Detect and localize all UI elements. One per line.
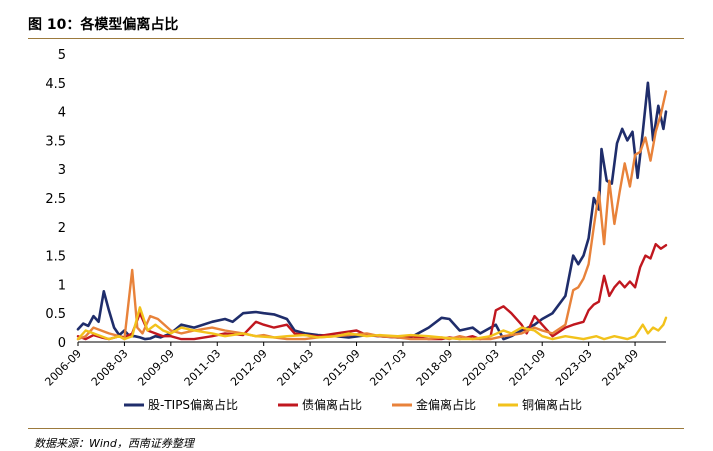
x-tick-label: 2011-03 [182,347,224,389]
x-tick-label: 2014-03 [275,347,317,389]
x-tick-label: 2006-09 [42,347,84,389]
y-tick-label: 4.5 [45,77,66,92]
y-tick-label: 1 [58,278,66,293]
x-tick-label: 2021-09 [507,347,549,389]
y-tick-label: 3.5 [45,134,66,149]
x-tick-label: 2008-03 [89,347,131,389]
y-tick-label: 2.5 [45,192,66,207]
y-tick-label: 2 [58,221,66,236]
x-tick-label: 2018-09 [414,347,456,389]
y-axis-ticks: 0 0.5 1 1.5 2 2.5 3 3.5 4 4.5 5 [45,48,66,351]
series-line-0 [76,81,668,341]
legend-label: 股-TIPS偏离占比 [148,397,238,412]
y-tick-label: 1.5 [45,250,66,265]
x-tick-label: 2017-03 [367,347,409,389]
top-rule [28,38,684,39]
bottom-rule [28,428,684,429]
x-axis: 2006-09 2008-03 2009-09 2011-03 2012-09 2014-… [42,341,666,389]
y-tick-label: 0 [58,336,66,351]
x-tick-label: 2020-03 [460,347,502,389]
y-tick-label: 4 [58,106,66,121]
series-line-2 [76,90,668,341]
x-tick-label: 2009-09 [135,347,177,389]
legend-label: 债偏离占比 [302,397,362,412]
y-tick-label: 0.5 [45,307,66,322]
figure-title: 图 10：各模型偏离占比 [28,17,179,33]
y-tick-label: 5 [58,48,66,63]
x-tick-label: 2015-09 [321,347,363,389]
chart-series [76,81,668,341]
source-note: 数据来源：Wind，西南证券整理 [34,437,194,450]
legend-label: 金偏离占比 [416,397,476,412]
legend-label: 铜偏离占比 [522,397,582,412]
chart-legend: 股-TIPS偏离占比 债偏离占比 金偏离占比 铜偏离占比 [124,397,582,412]
x-tick-label: 2012-09 [228,347,270,389]
x-tick-label: 2023-03 [553,347,595,389]
x-tick-label: 2024-09 [599,347,641,389]
y-tick-label: 3 [58,163,66,178]
series-line-3 [76,306,668,341]
